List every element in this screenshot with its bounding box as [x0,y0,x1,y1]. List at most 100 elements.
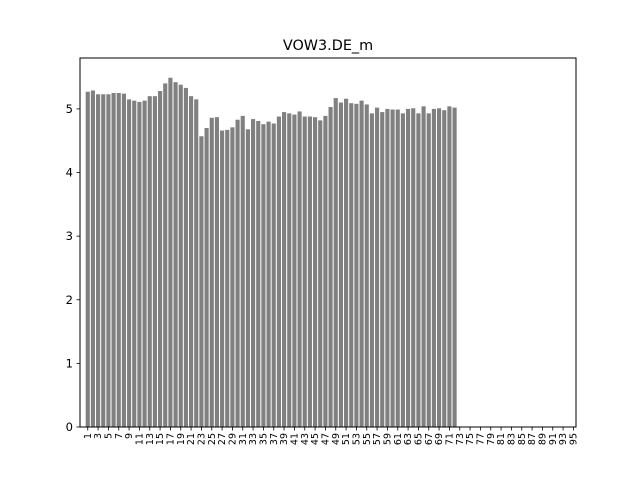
bar-70 [442,110,447,428]
bar-61 [395,109,400,427]
bar-7 [116,92,121,428]
x-tick-label: 75 [465,433,476,445]
bar-71 [447,106,452,427]
x-tick-label: 71 [444,433,455,445]
y-tick-label: 4 [66,166,73,180]
x-tick-label: 91 [548,433,559,445]
bar-26 [214,117,219,428]
x-tick-label: 33 [248,433,259,445]
x-tick-label: 89 [537,433,548,445]
x-tick-label: 21 [186,433,197,445]
bar-6 [111,92,116,428]
x-tick-label: 69 [434,433,445,445]
bar-25 [209,117,214,428]
y-tick-label: 2 [66,293,73,307]
bar-64 [411,108,416,427]
bar-34 [256,120,261,427]
x-tick-label: 35 [258,433,269,445]
x-tick-label: 57 [372,433,383,445]
bar-15 [158,91,163,427]
bar-10 [132,100,137,427]
bar-69 [437,108,442,427]
bar-47 [323,115,328,427]
bar-21 [189,96,194,428]
y-tick-label: 5 [66,102,73,116]
x-tick-label: 15 [155,433,166,445]
x-tick-label: 93 [558,433,569,445]
x-tick-label: 7 [114,433,125,439]
x-axis: 1 3 5 7 9 11 13 15 17 19 21 23 25 27 29 31 33 35 37 39 41 43 4… [83,427,579,445]
bar-67 [426,113,431,427]
x-tick-label: 47 [320,433,331,445]
y-axis: 0 1 2 3 4 5 [66,102,80,434]
x-tick-label: 43 [300,433,311,445]
y-tick-label: 3 [66,229,73,243]
bar-60 [390,109,395,427]
x-tick-label: 61 [393,433,404,445]
bar-2 [90,90,95,427]
x-tick-label: 65 [413,433,424,445]
bar-13 [147,96,152,428]
bar-9 [127,99,132,427]
bar-55 [364,104,369,427]
bar-40 [287,113,292,427]
bar-1 [85,91,90,427]
x-tick-label: 5 [103,433,114,439]
bar-44 [307,116,312,427]
bar-38 [276,116,281,427]
bar-63 [406,108,411,428]
x-tick-label: 23 [196,433,207,445]
bar-72 [452,107,457,428]
bar-31 [240,115,245,427]
bar-17 [168,77,173,427]
chart-title: VOW3.DE_m [283,38,373,54]
bar-4 [101,94,106,427]
x-tick-label: 45 [310,433,321,445]
x-tick-label: 1 [83,433,94,439]
x-tick-label: 79 [486,433,497,445]
x-tick-label: 77 [475,433,486,445]
bars-group [85,77,457,428]
x-tick-label: 29 [227,433,238,445]
bar-57 [375,107,380,428]
bar-36 [266,121,271,428]
x-tick-label: 17 [165,433,176,445]
x-tick-label: 3 [93,433,104,439]
plot-frame [79,57,577,428]
bar-50 [338,102,343,427]
bar-11 [137,101,142,428]
x-tick-label: 81 [496,433,507,445]
bar-37 [271,123,276,427]
x-tick-label: 9 [124,433,135,439]
bar-33 [251,119,256,427]
x-tick-label: 51 [341,433,352,445]
bar-22 [194,99,199,427]
x-tick-label: 67 [424,433,435,445]
bar-45 [313,117,318,428]
x-tick-label: 25 [207,433,218,445]
x-tick-label: 31 [238,433,249,445]
x-tick-label: 63 [403,433,414,445]
bar-18 [173,82,178,428]
x-tick-label: 19 [176,433,187,445]
bar-5 [106,94,111,427]
x-tick-label: 83 [506,433,517,445]
bar-14 [152,96,157,428]
y-tick-label: 0 [66,420,73,434]
bar-53 [354,103,359,427]
bar-8 [121,93,126,427]
bar-16 [163,83,168,427]
bar-46 [318,120,323,427]
bar-48 [328,106,333,428]
y-tick-label: 1 [66,356,73,370]
bar-54 [359,100,364,427]
bar-58 [380,112,385,427]
bar-49 [333,98,338,427]
bar-59 [385,108,390,428]
bar-42 [297,111,302,427]
bar-62 [400,113,405,427]
bar-28 [225,129,230,427]
x-tick-label: 11 [134,433,145,445]
x-tick-label: 87 [527,433,538,445]
